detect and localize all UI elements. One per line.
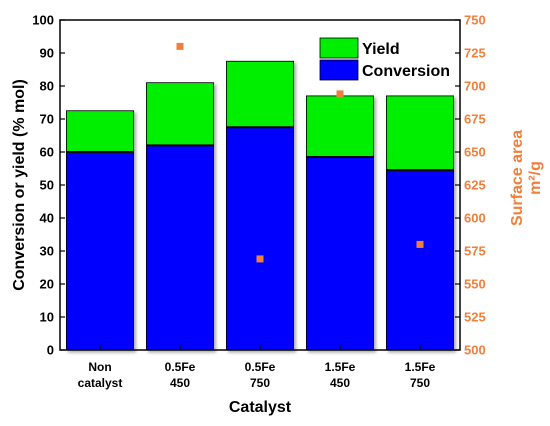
surface-area-point [256,255,264,263]
surface-area-point [416,240,424,248]
y2-tick-label: 600 [464,211,486,226]
bar-stack [305,95,374,351]
legend-label-conversion: Conversion [362,63,450,80]
surface-area-point [176,42,184,50]
y-tick-label: 60 [40,145,54,160]
bar-conversion [66,151,134,351]
y2-tick-label: 625 [464,178,486,193]
bar-stack [225,60,294,351]
y-tick-label: 70 [40,112,54,127]
bar-conversion [305,156,374,351]
y-tick-label: 30 [40,244,54,259]
x-tick-label: 750 [410,376,430,390]
y-tick-label: 50 [40,178,54,193]
y2-tick-label: 550 [464,277,486,292]
bar-yield [66,110,134,153]
y-tick-label: 20 [40,277,54,292]
bars-layer [66,60,454,351]
x-tick-label: catalyst [78,376,123,390]
y-tick-label: 80 [40,79,54,94]
surface-area-point [336,90,344,98]
y2-tick-label: 575 [464,244,486,259]
surface-area-markers [176,42,424,263]
y-axis-title: Conversion or yield (% mol) [11,79,28,291]
x-tick-label: 750 [250,376,270,390]
y2-tick-label: 500 [464,343,486,358]
bar-stack [145,82,214,351]
y2-axis-title: Surface area m²/g [509,130,544,226]
x-tick-label: 450 [330,376,350,390]
x-axis-title: Catalyst [229,399,292,416]
x-tick-label: 1.5Fe [325,360,356,374]
x-tick-label: Non [88,360,111,374]
legend: Yield Conversion [319,37,450,81]
legend-label-yield: Yield [362,41,400,58]
bar-stack [66,110,134,351]
y-tick-label: 0 [47,343,54,358]
bar-yield [305,95,374,158]
bar-yield [145,82,214,146]
legend-swatch-yield [319,37,359,59]
x-tick-label: 0.5Fe [245,360,276,374]
x-tick-label: 1.5Fe [405,360,436,374]
y2-tick-label: 725 [464,46,486,61]
y-axis-right: 500 525 550 575 600 625 650 675 700 725 750 [455,13,486,358]
y2-tick-label: 750 [464,13,486,28]
bar-yield [225,60,294,128]
bar-conversion [145,144,214,351]
y2-axis-title-line2: m²/g [527,161,544,195]
x-tick-label: 0.5Fe [165,360,196,374]
y-tick-label: 100 [32,13,54,28]
bar-conversion [385,169,454,351]
y2-tick-label: 700 [464,79,486,94]
y-axis-left: 0 10 20 30 40 50 60 70 80 90 100 [32,13,65,358]
y2-tick-label: 675 [464,112,486,127]
bar-conversion [225,126,294,351]
y2-tick-label: 650 [464,145,486,160]
x-axis-categories: Non catalyst 0.5Fe 450 0.5Fe 750 1.5Fe 450 1.5Fe… [78,346,436,390]
y-tick-label: 90 [40,46,54,61]
y2-axis-title-line1: Surface area [509,130,526,226]
bar-yield [385,95,454,171]
y-tick-label: 10 [40,310,54,325]
y-tick-label: 40 [40,211,54,226]
legend-swatch-conversion [319,59,359,81]
bar-stack [385,95,454,351]
x-tick-label: 450 [170,376,190,390]
y2-tick-label: 525 [464,310,486,325]
